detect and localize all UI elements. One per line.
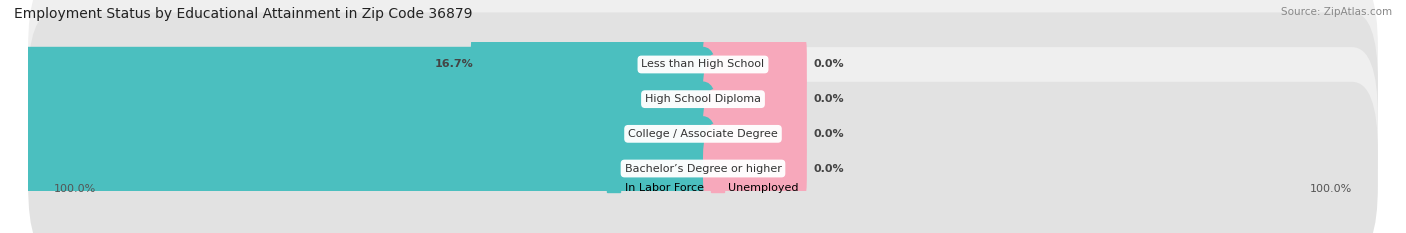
FancyBboxPatch shape: [28, 82, 1378, 233]
FancyBboxPatch shape: [471, 12, 718, 117]
Text: Source: ZipAtlas.com: Source: ZipAtlas.com: [1281, 7, 1392, 17]
FancyBboxPatch shape: [28, 47, 1378, 221]
Text: 100.0%: 100.0%: [1309, 184, 1353, 194]
FancyBboxPatch shape: [703, 19, 807, 110]
Text: 0.0%: 0.0%: [813, 59, 844, 69]
FancyBboxPatch shape: [0, 47, 718, 151]
Text: Bachelor’s Degree or higher: Bachelor’s Degree or higher: [624, 164, 782, 174]
Text: 0.0%: 0.0%: [813, 164, 844, 174]
Text: Employment Status by Educational Attainment in Zip Code 36879: Employment Status by Educational Attainm…: [14, 7, 472, 21]
FancyBboxPatch shape: [703, 123, 807, 214]
FancyBboxPatch shape: [0, 82, 718, 186]
FancyBboxPatch shape: [703, 88, 807, 179]
Legend: In Labor Force, Unemployed: In Labor Force, Unemployed: [603, 178, 803, 197]
Text: College / Associate Degree: College / Associate Degree: [628, 129, 778, 139]
FancyBboxPatch shape: [28, 0, 1378, 151]
FancyBboxPatch shape: [28, 12, 1378, 186]
Text: 16.7%: 16.7%: [434, 59, 474, 69]
Text: High School Diploma: High School Diploma: [645, 94, 761, 104]
Text: 0.0%: 0.0%: [813, 94, 844, 104]
FancyBboxPatch shape: [0, 116, 718, 221]
Text: Less than High School: Less than High School: [641, 59, 765, 69]
Text: 100.0%: 100.0%: [53, 184, 97, 194]
FancyBboxPatch shape: [703, 54, 807, 145]
Text: 0.0%: 0.0%: [813, 129, 844, 139]
